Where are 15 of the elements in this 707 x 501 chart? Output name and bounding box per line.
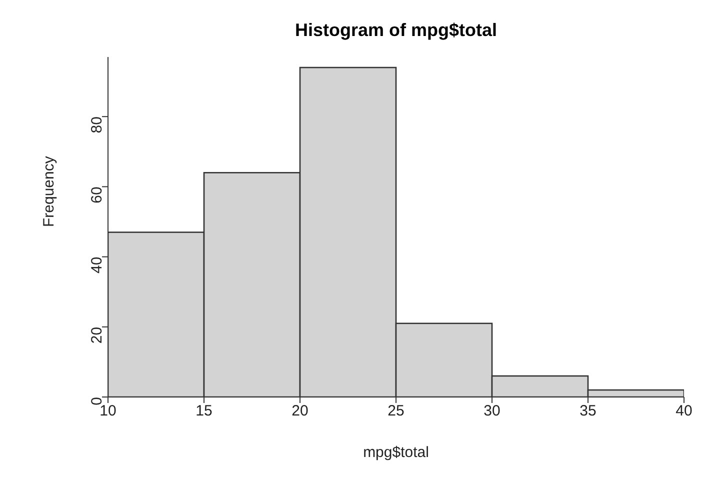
y-tick-label: 20 [88,326,106,344]
y-axis-title: Frequency [40,156,58,227]
x-axis-title: mpg$total [363,444,429,461]
y-tick-label: 80 [88,116,106,134]
x-tick-label: 15 [196,402,212,420]
y-tick-label: 40 [88,256,106,274]
y-tick-label: 0 [88,397,106,406]
x-tick-label: 30 [484,402,500,420]
x-tick-label: 20 [292,402,308,420]
x-tick-label: 35 [580,402,596,420]
x-tick-label: 40 [676,402,692,420]
x-tick-label: 10 [100,402,116,420]
x-tick-label: 25 [388,402,404,420]
y-tick-label: 60 [88,186,106,204]
chart-title: Histogram of mpg$total [294,19,498,42]
